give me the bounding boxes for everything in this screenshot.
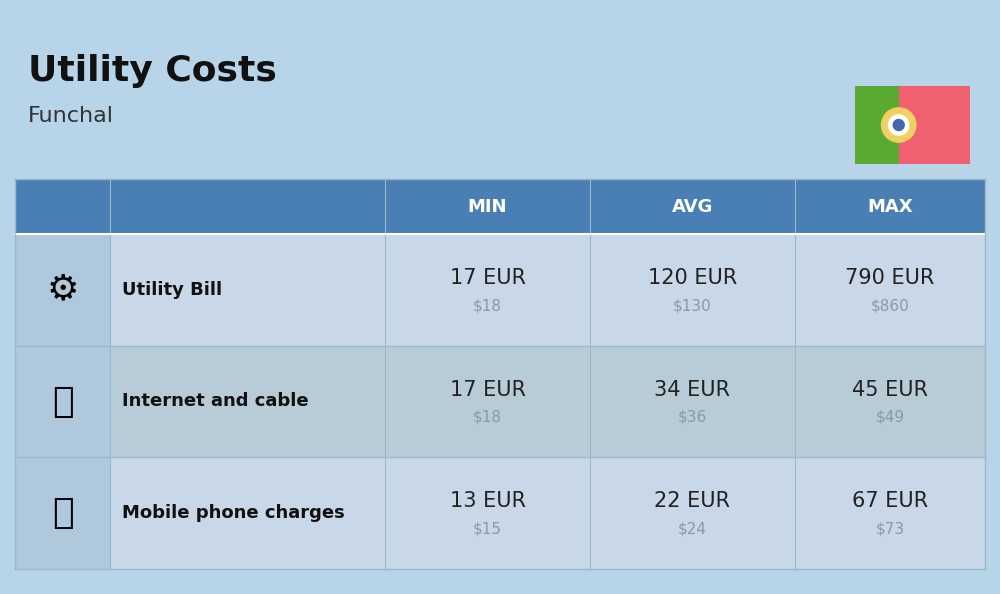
Text: 13 EUR: 13 EUR <box>450 491 526 511</box>
Text: 45 EUR: 45 EUR <box>852 380 928 400</box>
Text: 67 EUR: 67 EUR <box>852 491 928 511</box>
Circle shape <box>893 119 904 131</box>
Text: 17 EUR: 17 EUR <box>450 380 526 400</box>
Text: ⚙: ⚙ <box>46 273 79 307</box>
Text: $15: $15 <box>473 522 502 536</box>
Bar <box>15 234 985 346</box>
Text: $73: $73 <box>875 522 905 536</box>
Text: Utility Bill: Utility Bill <box>122 281 222 299</box>
Text: $49: $49 <box>875 410 905 425</box>
Text: 📡: 📡 <box>52 384 73 419</box>
Text: 790 EUR: 790 EUR <box>845 268 935 288</box>
Text: Funchal: Funchal <box>28 106 114 126</box>
Text: $36: $36 <box>678 410 707 425</box>
Circle shape <box>882 108 916 142</box>
Bar <box>15 457 110 569</box>
Text: $24: $24 <box>678 522 707 536</box>
Text: Utility Costs: Utility Costs <box>28 54 277 88</box>
Text: MIN: MIN <box>468 197 507 216</box>
Text: AVG: AVG <box>672 197 713 216</box>
Bar <box>15 346 110 457</box>
Text: Mobile phone charges: Mobile phone charges <box>122 504 345 522</box>
Text: $18: $18 <box>473 410 502 425</box>
Text: 17 EUR: 17 EUR <box>450 268 526 288</box>
Text: MAX: MAX <box>867 197 913 216</box>
Text: $860: $860 <box>871 298 909 313</box>
Bar <box>15 457 985 569</box>
Bar <box>15 346 985 457</box>
Text: 120 EUR: 120 EUR <box>648 268 737 288</box>
Circle shape <box>889 115 909 135</box>
Text: 📱: 📱 <box>52 496 73 530</box>
Bar <box>855 86 899 164</box>
Text: $18: $18 <box>473 298 502 313</box>
Bar <box>899 86 970 164</box>
Text: Internet and cable: Internet and cable <box>122 393 309 410</box>
Text: 22 EUR: 22 EUR <box>654 491 730 511</box>
Bar <box>15 179 985 234</box>
Text: 34 EUR: 34 EUR <box>654 380 730 400</box>
Bar <box>15 234 110 346</box>
Text: $130: $130 <box>673 298 712 313</box>
